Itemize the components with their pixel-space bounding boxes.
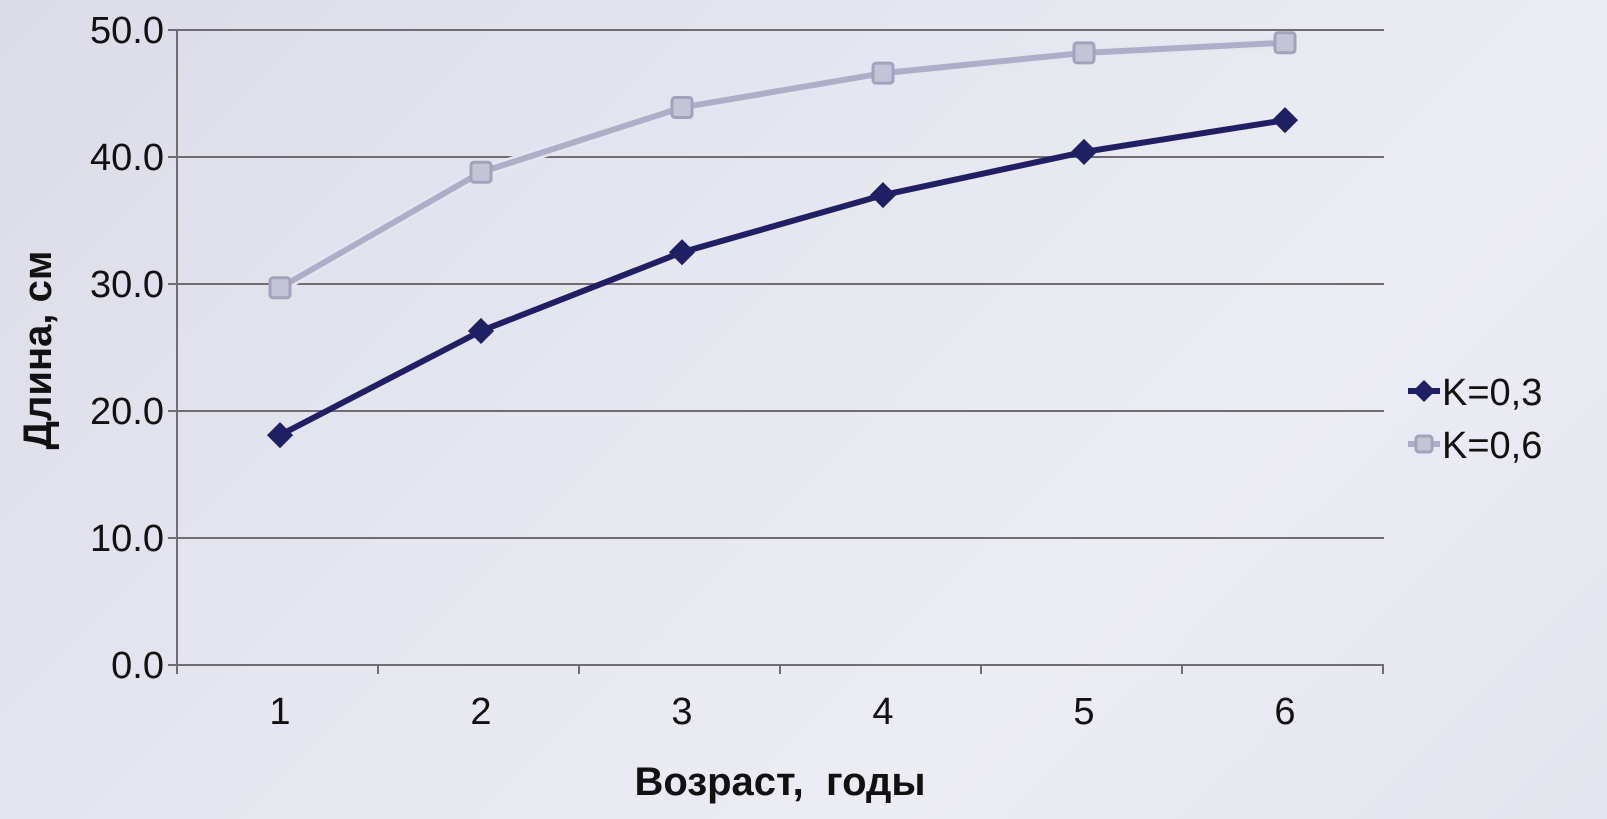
x-tick-label: 5 xyxy=(1073,691,1094,733)
data-point xyxy=(668,239,696,266)
series-group xyxy=(266,31,1299,449)
axes xyxy=(168,29,1384,674)
x-tick-label: 6 xyxy=(1274,691,1295,733)
legend: K=0,3 K=0,6 xyxy=(1408,372,1542,467)
x-tick-label: 4 xyxy=(872,691,893,733)
legend-item-1: K=0,6 xyxy=(1408,425,1542,467)
x-tick-label: 2 xyxy=(470,691,491,733)
data-point xyxy=(1271,107,1299,134)
grid-lines xyxy=(177,29,1384,539)
data-point xyxy=(869,182,897,209)
y-tick-label: 0.0 xyxy=(111,645,164,687)
x-axis-title: Возраст, годы xyxy=(634,760,925,804)
data-point xyxy=(469,160,493,184)
data-point xyxy=(266,422,294,449)
y-tick-label: 20.0 xyxy=(90,391,164,433)
y-tick-label: 40.0 xyxy=(90,137,164,179)
data-point xyxy=(1072,41,1096,65)
data-point xyxy=(670,95,694,119)
y-tick-label: 10.0 xyxy=(90,518,164,560)
x-tick-labels: 1 2 3 4 5 6 xyxy=(269,691,1295,733)
data-point xyxy=(467,317,495,345)
legend-label: K=0,3 xyxy=(1442,372,1542,414)
series-line xyxy=(278,117,1286,438)
legend-label: K=0,6 xyxy=(1442,425,1542,467)
data-point xyxy=(1070,138,1098,165)
legend-item-0: K=0,3 xyxy=(1408,372,1542,414)
y-tick-labels: 0.0 10.0 20.0 30.0 40.0 50.0 xyxy=(90,10,164,687)
series-0 xyxy=(266,107,1299,449)
x-tick-label: 1 xyxy=(269,691,290,733)
series-1 xyxy=(268,31,1297,300)
y-axis-title: Длина, см xyxy=(16,251,60,450)
y-tick-label: 50.0 xyxy=(90,10,164,52)
legend-marker xyxy=(1414,434,1434,454)
series-line xyxy=(278,39,1286,291)
series-line-halo xyxy=(277,37,1286,293)
y-tick-label: 30.0 xyxy=(90,264,164,306)
data-point xyxy=(871,61,895,85)
data-point xyxy=(1273,31,1297,55)
legend-marker xyxy=(1412,379,1436,403)
data-point xyxy=(268,276,292,300)
x-tick-label: 3 xyxy=(671,691,692,733)
